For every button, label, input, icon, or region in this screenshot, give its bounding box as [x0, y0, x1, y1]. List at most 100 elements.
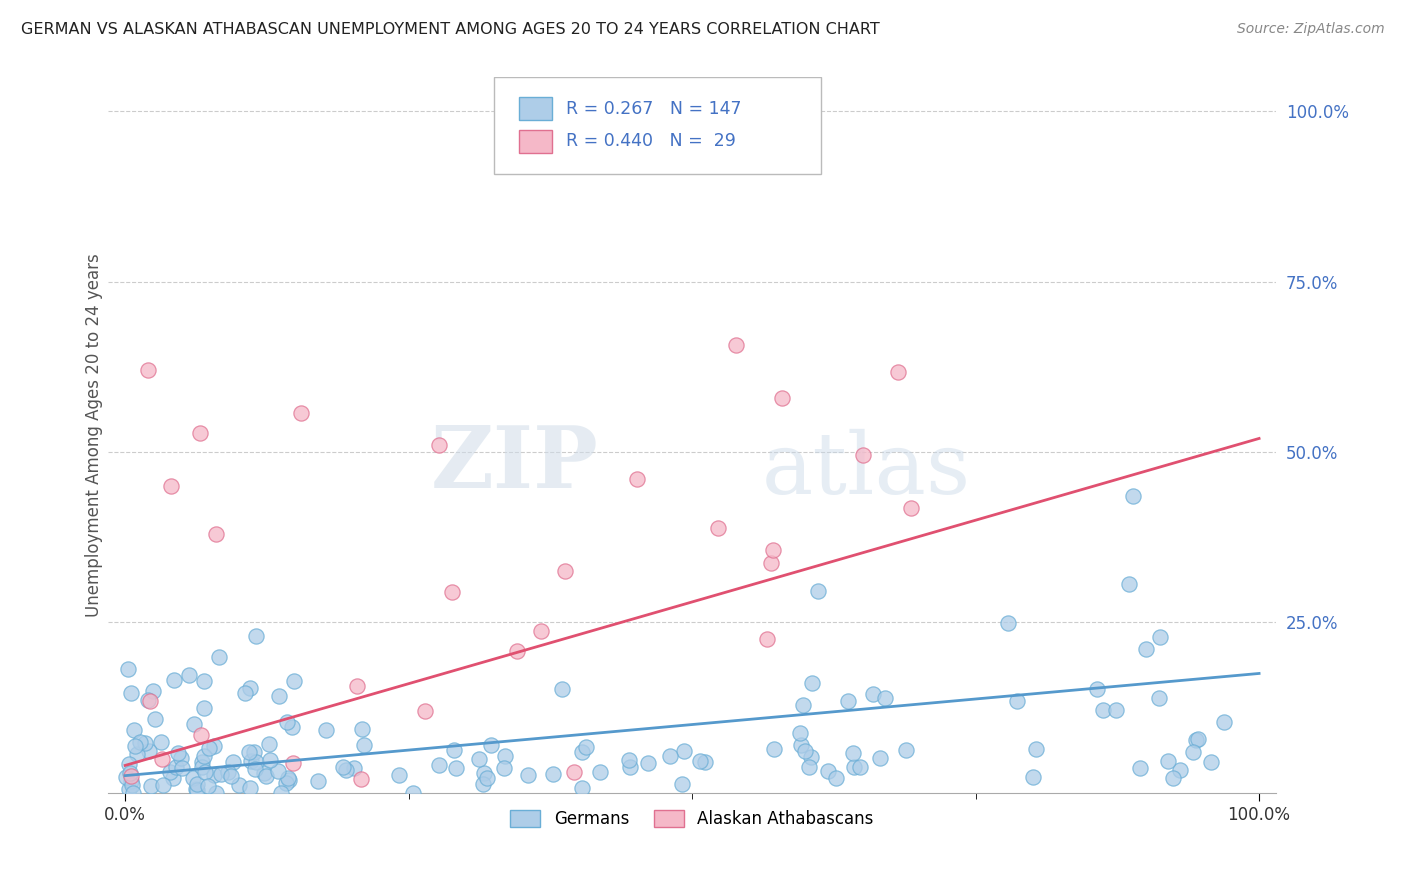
Point	[353, 738, 375, 752]
Point	[245, 763, 267, 777]
Point	[794, 744, 817, 758]
Point	[145, 713, 167, 727]
Point	[150, 751, 173, 765]
Point	[1129, 760, 1152, 774]
Text: R = 0.440   N =  29: R = 0.440 N = 29	[567, 132, 735, 150]
Point	[167, 746, 190, 760]
Point	[571, 745, 593, 759]
Point	[335, 763, 357, 777]
Point	[1122, 489, 1144, 503]
Point	[1212, 714, 1234, 729]
Point	[792, 698, 814, 712]
Point	[472, 777, 495, 791]
Point	[494, 749, 516, 764]
Point	[149, 734, 172, 748]
Point	[887, 365, 910, 379]
Point	[869, 751, 891, 765]
Point	[217, 764, 239, 779]
Point	[468, 752, 491, 766]
Point	[122, 723, 145, 737]
Point	[162, 771, 184, 785]
Point	[350, 772, 373, 786]
Point	[873, 691, 896, 706]
Point	[658, 749, 681, 764]
Point	[277, 771, 299, 785]
Point	[283, 673, 305, 688]
Point	[574, 739, 596, 754]
Point	[138, 743, 160, 757]
Point	[1185, 732, 1208, 747]
Point	[707, 521, 730, 535]
Point	[118, 781, 141, 796]
Point	[789, 726, 811, 740]
Point	[209, 767, 232, 781]
Point	[1085, 682, 1108, 697]
Point	[307, 774, 329, 789]
Point	[900, 500, 922, 515]
Point	[332, 760, 354, 774]
Point	[165, 760, 187, 774]
Point	[589, 764, 612, 779]
FancyBboxPatch shape	[494, 78, 821, 174]
Point	[1170, 763, 1192, 777]
Point	[191, 755, 214, 769]
Text: GERMAN VS ALASKAN ATHABASCAN UNEMPLOYMENT AMONG AGES 20 TO 24 YEARS CORRELATION : GERMAN VS ALASKAN ATHABASCAN UNEMPLOYMEN…	[21, 22, 880, 37]
Point	[159, 479, 181, 493]
Point	[759, 556, 782, 570]
Point	[1135, 642, 1157, 657]
Point	[190, 728, 212, 742]
Point	[388, 767, 411, 781]
Point	[672, 744, 695, 758]
Point	[1092, 703, 1115, 717]
Point	[163, 673, 186, 687]
Point	[1147, 690, 1170, 705]
Point	[283, 756, 305, 771]
Point	[243, 745, 266, 759]
Point	[221, 769, 243, 783]
Point	[1157, 754, 1180, 768]
Point	[817, 764, 839, 778]
Legend: Germans, Alaskan Athabascans: Germans, Alaskan Athabascans	[503, 803, 880, 834]
Point	[172, 761, 194, 775]
Point	[402, 786, 425, 800]
Point	[800, 750, 823, 764]
Point	[637, 756, 659, 771]
Point	[222, 755, 245, 769]
Point	[120, 769, 142, 783]
Point	[429, 757, 451, 772]
Point	[120, 774, 142, 789]
Point	[837, 694, 859, 708]
Point	[725, 337, 748, 351]
Point	[267, 764, 290, 778]
Point	[530, 624, 553, 639]
Point	[239, 681, 262, 696]
Point	[114, 770, 136, 784]
Point	[270, 786, 292, 800]
Point	[274, 776, 297, 790]
Point	[350, 722, 373, 736]
Point	[186, 783, 208, 797]
Point	[997, 615, 1019, 630]
Point	[122, 786, 145, 800]
Point	[346, 679, 368, 693]
Point	[125, 747, 148, 761]
Point	[197, 780, 219, 794]
Point	[170, 751, 193, 765]
Point	[208, 650, 231, 665]
Point	[571, 780, 593, 795]
Point	[124, 739, 146, 753]
Point	[239, 781, 262, 796]
Point	[193, 748, 215, 763]
Point	[444, 761, 467, 775]
Point	[245, 629, 267, 643]
Point	[202, 768, 225, 782]
Point	[254, 769, 277, 783]
Point	[177, 667, 200, 681]
Point	[117, 662, 139, 676]
Point	[1149, 631, 1171, 645]
Point	[280, 720, 302, 734]
Point	[440, 585, 463, 599]
Point	[136, 363, 159, 377]
Point	[842, 747, 865, 761]
Point	[626, 472, 648, 486]
